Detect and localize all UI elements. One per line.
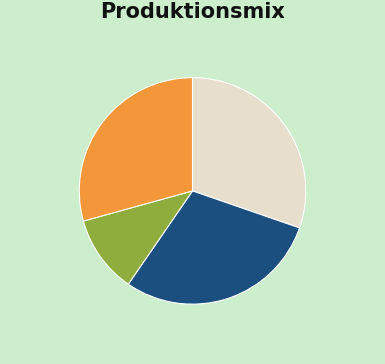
Wedge shape — [79, 78, 192, 221]
Wedge shape — [128, 191, 300, 304]
Title: Produktionsmix: Produktionsmix — [100, 3, 285, 23]
Wedge shape — [192, 78, 306, 228]
Text: Fossil energi
29%: Fossil energi 29% — [0, 52, 1, 82]
Wedge shape — [84, 191, 192, 284]
